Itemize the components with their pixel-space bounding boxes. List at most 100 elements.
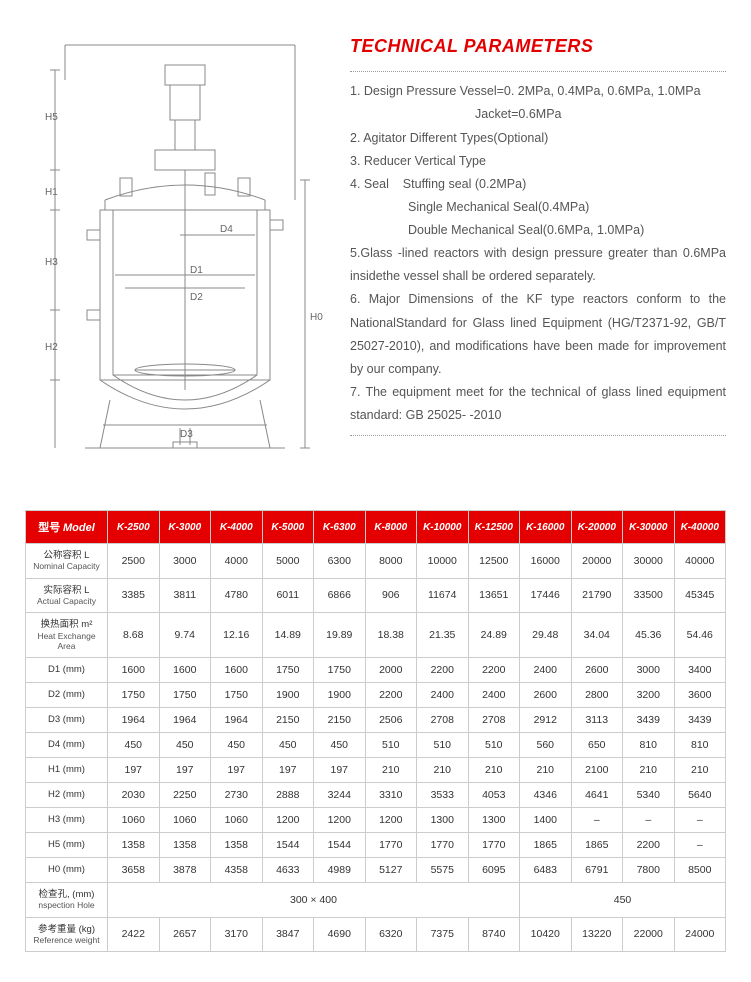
table-cell: 22000 [623,917,675,952]
table-cell: 45.36 [623,613,675,658]
table-cell: 210 [468,757,520,782]
table-cell: 3113 [571,707,623,732]
table-cell: 450 [211,732,263,757]
table-cell: 650 [571,732,623,757]
table-cell: 4690 [314,917,366,952]
technical-parameters: TECHNICAL PARAMETERS 1. Design Pressure … [350,30,726,450]
table-cell: 300 × 400 [108,882,520,917]
table-cell: 3000 [159,544,211,579]
divider [350,435,726,436]
table-cell: 1400 [520,807,572,832]
table-cell: 1770 [417,832,469,857]
table-cell: 4053 [468,782,520,807]
table-row: 实际容积 LActual Capacity3385381147806011686… [26,578,726,613]
table-cell: 2708 [417,707,469,732]
table-cell: 3600 [674,682,726,707]
table-cell: 2888 [262,782,314,807]
table-row: H1 (mm)197197197197197210210210210210021… [26,757,726,782]
table-cell: 1750 [211,682,263,707]
table-cell: 3310 [365,782,417,807]
table-cell: 450 [108,732,160,757]
table-cell: – [571,807,623,832]
table-header-row: 型号 Model K-2500K-3000K-4000K-5000K-6300K… [26,511,726,544]
row-label: D1 (mm) [26,657,108,682]
table-cell: 3811 [159,578,211,613]
header-model-col: K-2500 [108,511,160,544]
table-cell: 8500 [674,857,726,882]
table-cell: 34.04 [571,613,623,658]
table-row: D2 (mm)175017501750190019002200240024002… [26,682,726,707]
header-model-col: K-16000 [520,511,572,544]
row-label: 公称容积 LNominal Capacity [26,544,108,579]
table-cell: 3000 [623,657,675,682]
table-cell: 1600 [159,657,211,682]
param-line: 6. Major Dimensions of the KF type react… [350,288,726,381]
table-cell: 6095 [468,857,520,882]
header-model-col: K-40000 [674,511,726,544]
table-cell: 450 [314,732,366,757]
table-cell: 2030 [108,782,160,807]
table-cell: 6320 [365,917,417,952]
table-cell: 1358 [211,832,263,857]
table-cell: 1060 [211,807,263,832]
table-cell: 2150 [314,707,366,732]
table-cell: 2250 [159,782,211,807]
table-cell: 16000 [520,544,572,579]
table-cell: 1750 [262,657,314,682]
row-label: 检查孔, (mm)nspection Hole [26,882,108,917]
table-cell: 450 [159,732,211,757]
table-cell: 1358 [159,832,211,857]
table-cell: 3878 [159,857,211,882]
row-label: D3 (mm) [26,707,108,732]
param-line: Jacket=0.6MPa [350,103,726,126]
table-cell: 4989 [314,857,366,882]
header-model-col: K-4000 [211,511,263,544]
table-cell: 510 [417,732,469,757]
row-label: 参考重量 (kg)Reference weight [26,917,108,952]
table-cell: 210 [520,757,572,782]
row-label: H5 (mm) [26,832,108,857]
param-line: 7. The equipment meet for the technical … [350,381,726,427]
table-cell: 2400 [417,682,469,707]
table-cell: 1964 [159,707,211,732]
reactor-diagram: H5 H1 H3 H2 D4 D1 D2 D3 H0 [25,30,325,450]
table-cell: 8740 [468,917,520,952]
table-cell: 13220 [571,917,623,952]
table-cell: 3439 [623,707,675,732]
table-cell: 2200 [417,657,469,682]
table-row: 换热面积 m²Heat Exchange Area8.689.7412.1614… [26,613,726,658]
table-cell: 3244 [314,782,366,807]
table-cell: 3533 [417,782,469,807]
table-cell: 14.89 [262,613,314,658]
header-model-col: K-3000 [159,511,211,544]
table-cell: 12500 [468,544,520,579]
header-model-col: K-20000 [571,511,623,544]
param-line: Double Mechanical Seal(0.6MPa, 1.0MPa) [350,219,726,242]
table-cell: 1300 [417,807,469,832]
table-row: H0 (mm)365838784358463349895127557560956… [26,857,726,882]
table-cell: 2422 [108,917,160,952]
dim-label: D3 [180,429,193,440]
table-cell: 1770 [365,832,417,857]
table-cell: 1544 [262,832,314,857]
param-line: 1. Design Pressure Vessel=0. 2MPa, 0.4MP… [350,80,726,103]
table-cell: 24000 [674,917,726,952]
table-cell: 3439 [674,707,726,732]
table-cell: 1600 [211,657,263,682]
table-cell: 2200 [468,657,520,682]
table-cell: 2600 [571,657,623,682]
table-cell: 20000 [571,544,623,579]
table-cell: 1750 [108,682,160,707]
table-cell: 3200 [623,682,675,707]
table-cell: 2800 [571,682,623,707]
table-cell: 2708 [468,707,520,732]
table-cell: 3658 [108,857,160,882]
header-model-col: K-5000 [262,511,314,544]
table-cell: 8.68 [108,613,160,658]
table-cell: 4000 [211,544,263,579]
table-cell: 6483 [520,857,572,882]
table-cell: 2657 [159,917,211,952]
table-cell: 3385 [108,578,160,613]
table-cell: – [623,807,675,832]
param-line: Single Mechanical Seal(0.4MPa) [350,196,726,219]
